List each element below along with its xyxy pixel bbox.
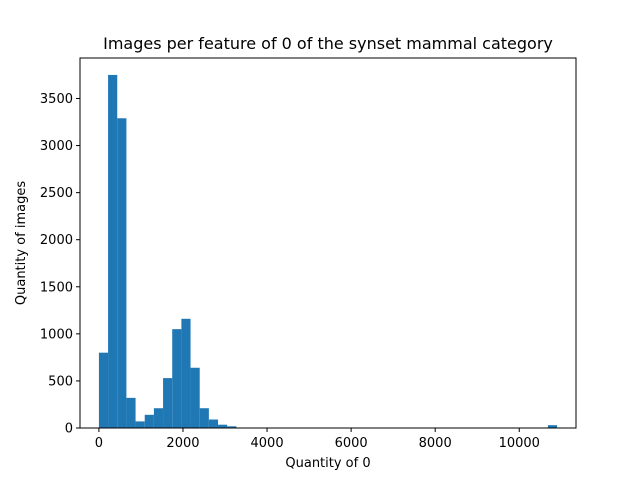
x-tick-label: 10000	[499, 436, 540, 451]
x-tick-label: 4000	[251, 436, 284, 451]
histogram-bar-4	[135, 421, 145, 428]
histogram-bar-7	[163, 378, 173, 428]
histogram-bar-3	[126, 397, 136, 428]
chart-title: Images per feature of 0 of the synset ma…	[103, 34, 553, 53]
histogram-bar-14	[227, 426, 237, 428]
y-tick-label: 2500	[40, 186, 73, 201]
y-tick-label: 3500	[40, 92, 73, 107]
histogram-bar-11	[199, 408, 209, 428]
histogram-bar-6	[153, 408, 164, 428]
histogram-bar-2	[117, 118, 127, 428]
histogram-bar-8	[172, 329, 182, 428]
histogram-bar-5	[144, 414, 154, 428]
histogram-bar-9	[181, 318, 191, 428]
x-tick-label: 8000	[419, 436, 452, 451]
x-tick-label: 2000	[166, 436, 199, 451]
histogram-bar-0	[98, 352, 109, 428]
y-axis: 0 500 1000 1500 2000 2500 3000 3500	[40, 92, 80, 437]
x-tick-label: 0	[95, 436, 103, 451]
histogram-bar-13	[218, 424, 228, 428]
x-tick-label: 6000	[335, 436, 368, 451]
plot-frame	[79, 57, 577, 429]
y-axis-title: Quantity of images	[14, 181, 29, 305]
y-tick-label: 1500	[40, 280, 73, 295]
x-axis-title: Quantity of 0	[285, 456, 370, 471]
histogram-bar-10	[190, 367, 200, 428]
y-tick-label: 1000	[40, 327, 73, 342]
histogram-bar-1	[108, 74, 118, 428]
y-tick-label: 500	[48, 374, 73, 389]
histogram-bar-15	[547, 425, 558, 428]
bars-group	[98, 74, 558, 428]
histogram-bar-12	[208, 419, 219, 428]
x-axis: 0 2000 4000 6000 8000 10000	[95, 428, 540, 451]
y-tick-label: 2000	[40, 233, 73, 248]
y-tick-label: 3000	[40, 139, 73, 154]
y-tick-label: 0	[65, 422, 73, 437]
